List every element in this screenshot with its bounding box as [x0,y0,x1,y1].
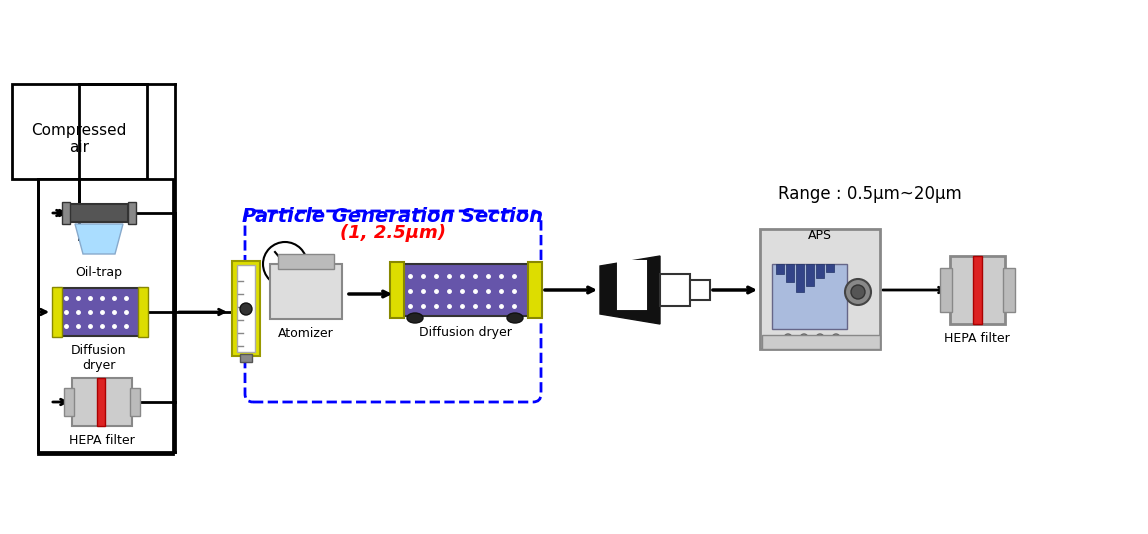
Bar [68,204,127,222]
Bar [282,274,288,286]
Circle shape [784,334,792,342]
Bar [690,280,709,300]
Bar [660,274,690,306]
Bar [974,256,982,324]
Bar [951,256,1004,324]
Text: Diffusion dryer: Diffusion dryer [419,326,512,339]
Bar [618,261,646,309]
Bar [130,388,140,416]
Circle shape [263,242,307,286]
Text: Diffusion
dryer: Diffusion dryer [71,344,126,372]
Circle shape [851,285,864,299]
Text: Compressed
air: Compressed air [31,123,126,155]
Bar [940,268,952,312]
Bar [11,84,147,179]
Polygon shape [600,256,660,324]
Circle shape [845,279,871,305]
Bar [72,378,132,426]
Bar [786,264,794,282]
Text: Particle Generation Section: Particle Generation Section [242,207,543,226]
Text: Oil-trap: Oil-trap [76,266,123,279]
Bar [52,287,62,337]
Bar [827,264,833,272]
Bar [760,229,881,349]
Bar [806,264,814,286]
Bar [816,264,824,278]
Polygon shape [75,224,123,254]
Ellipse shape [507,313,523,323]
Bar [270,264,342,319]
Circle shape [240,303,253,315]
Bar [236,265,255,352]
Bar [59,288,140,336]
Text: HEPA filter: HEPA filter [69,434,134,447]
Bar [390,262,404,318]
Circle shape [800,334,808,342]
Bar [400,264,530,316]
Circle shape [284,262,287,266]
Bar [278,254,334,269]
Bar [776,264,784,274]
Bar [240,354,253,362]
Bar [138,287,148,337]
Bar [127,202,135,224]
Bar [762,335,881,349]
Bar [1003,268,1015,312]
Ellipse shape [408,313,422,323]
Text: (1, 2.5μm): (1, 2.5μm) [340,224,447,242]
Bar [528,262,542,318]
Bar [96,378,104,426]
Circle shape [832,334,840,342]
Text: Atomizer: Atomizer [278,327,334,340]
Text: Range : 0.5μm~20μm: Range : 0.5μm~20μm [778,185,962,203]
Text: HEPA filter: HEPA filter [944,332,1010,345]
Circle shape [816,334,824,342]
Bar [232,261,259,356]
Text: APS: APS [808,229,832,242]
Bar [796,264,804,292]
Bar [771,264,847,329]
Bar [64,388,73,416]
Bar [38,179,173,454]
Bar [62,202,70,224]
